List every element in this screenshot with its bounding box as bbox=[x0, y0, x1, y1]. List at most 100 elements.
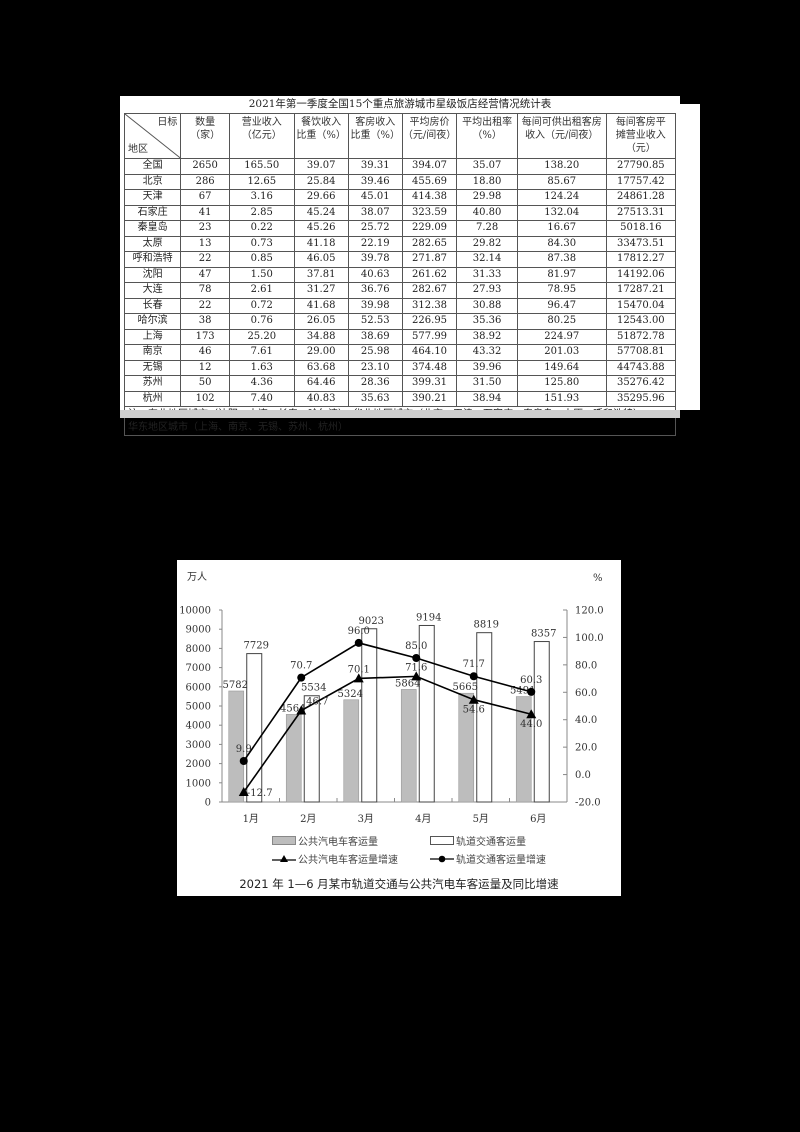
value-cell: 15470.04 bbox=[605, 297, 677, 314]
legend-label: 公共汽电车客运量 bbox=[298, 837, 378, 848]
value-cell: 27.93 bbox=[456, 282, 518, 299]
bus-volume-label: 5491 bbox=[510, 686, 535, 697]
left-axis-tick-label: 4000 bbox=[186, 721, 211, 732]
column-header-line: （亿元） bbox=[241, 130, 282, 141]
value-cell: 84.30 bbox=[516, 235, 607, 252]
value-cell: 39.31 bbox=[347, 158, 403, 175]
value-cell: 50 bbox=[180, 375, 230, 392]
diagonal-line bbox=[125, 114, 181, 158]
bus-growth-marker bbox=[411, 671, 422, 681]
value-cell: 45.24 bbox=[293, 204, 349, 221]
value-cell: 286 bbox=[180, 173, 230, 190]
legend-rail-growth: 轨道交通客运量增速 bbox=[430, 851, 546, 866]
value-cell: 455.69 bbox=[401, 173, 458, 190]
value-cell: 25.20 bbox=[228, 328, 295, 345]
right-axis-tick-label: 80.0 bbox=[575, 660, 597, 671]
region-cell: 呼和浩特 bbox=[123, 251, 182, 268]
legend-bus-volume: 公共汽电车客运量 bbox=[272, 833, 378, 848]
value-cell: 23.10 bbox=[347, 359, 403, 376]
value-cell: 27790.85 bbox=[605, 158, 677, 175]
rail-volume-bar bbox=[303, 695, 320, 803]
right-axis-tick-label: 0.0 bbox=[575, 770, 591, 781]
left-axis-tick-label: 8000 bbox=[186, 644, 211, 655]
region-cell: 天津 bbox=[123, 189, 182, 206]
value-cell: 38 bbox=[180, 313, 230, 330]
region-cell: 石家庄 bbox=[123, 204, 182, 221]
value-cell: 1.50 bbox=[228, 266, 295, 283]
value-cell: 38.94 bbox=[456, 390, 518, 407]
table-row: 呼和浩特 22 0.85 46.05 39.78 271.87 32.14 87.38 1781… bbox=[123, 251, 677, 268]
value-cell: 12.65 bbox=[228, 173, 295, 190]
value-cell: 39.07 bbox=[293, 158, 349, 175]
value-cell: 282.67 bbox=[401, 282, 458, 299]
column-header-line: 比重（%） bbox=[350, 130, 400, 141]
bus-growth-label: 71.6 bbox=[405, 662, 427, 673]
hotel-stats-table: 日标 地区 数量 （家） 营业收入 （亿元） 餐饮收入 比重（%） 客房收入 比重（%）… bbox=[123, 113, 677, 436]
table-row: 南京 46 7.61 29.00 25.98 464.10 43.32 201.03 57708… bbox=[123, 344, 677, 361]
value-cell: 151.93 bbox=[516, 390, 607, 407]
value-cell: 63.68 bbox=[293, 359, 349, 376]
rail-growth-label: 85.0 bbox=[405, 641, 427, 652]
right-axis-unit: % bbox=[593, 573, 603, 584]
value-cell: 41 bbox=[180, 204, 230, 221]
gray-bar-swatch-icon bbox=[272, 836, 296, 845]
right-axis-tick-label: 40.0 bbox=[575, 715, 597, 726]
value-cell: 29.00 bbox=[293, 344, 349, 361]
value-cell: 40.80 bbox=[456, 204, 518, 221]
bus-volume-bar bbox=[400, 689, 417, 803]
right-axis-tick-label: 20.0 bbox=[575, 743, 597, 754]
value-cell: 1.63 bbox=[228, 359, 295, 376]
value-cell: 7.28 bbox=[456, 220, 518, 237]
value-cell: 87.38 bbox=[516, 251, 607, 268]
rail-volume-bar bbox=[361, 628, 378, 803]
left-axis-tick-label: 0 bbox=[205, 798, 211, 809]
table-row: 上海 173 25.20 34.88 38.69 577.99 38.92 224.97 518… bbox=[123, 328, 677, 345]
value-cell: 29.98 bbox=[456, 189, 518, 206]
bus-growth-marker bbox=[526, 709, 537, 719]
value-cell: 39.46 bbox=[347, 173, 403, 190]
bus-volume-label: 5782 bbox=[223, 680, 248, 691]
value-cell: 224.97 bbox=[516, 328, 607, 345]
bus-growth-marker bbox=[238, 786, 249, 796]
bus-growth-line bbox=[243, 675, 532, 793]
value-cell: 5018.16 bbox=[605, 220, 677, 237]
left-axis-tick-label: 5000 bbox=[186, 702, 211, 713]
rail-growth-label: 9.9 bbox=[236, 744, 252, 755]
bus-growth-label: 44.0 bbox=[520, 719, 542, 730]
region-cell: 哈尔滨 bbox=[123, 313, 182, 330]
table-row: 天津 67 3.16 29.66 45.01 414.38 29.98 124.24 24861… bbox=[123, 189, 677, 206]
value-cell: 35276.42 bbox=[605, 375, 677, 392]
value-cell: 40.83 bbox=[293, 390, 349, 407]
column-header: 每间可供出租客房 收入（元/间夜） bbox=[516, 113, 607, 159]
value-cell: 51872.78 bbox=[605, 328, 677, 345]
table-panel-edge bbox=[680, 104, 700, 410]
bus-growth-label: -12.7 bbox=[247, 788, 273, 799]
value-cell: 132.04 bbox=[516, 204, 607, 221]
bus-volume-bar bbox=[228, 690, 245, 803]
value-cell: 78 bbox=[180, 282, 230, 299]
rail-volume-label: 7729 bbox=[244, 641, 269, 652]
value-cell: 17287.21 bbox=[605, 282, 677, 299]
right-axis-tick-label: 60.0 bbox=[575, 688, 597, 699]
column-header-line: 收入（元/间夜） bbox=[525, 130, 599, 141]
column-header: 平均出租率 （%） bbox=[456, 113, 518, 159]
chart-caption: 2021 年 1—6 月某市轨道交通与公共汽电车客运量及同比增速 bbox=[239, 877, 559, 891]
rail-volume-label: 8357 bbox=[531, 629, 556, 640]
left-axis-tick-label: 1000 bbox=[186, 778, 211, 789]
column-header-line: 摊营业收入 bbox=[615, 130, 666, 141]
column-header-line: 餐饮收入 bbox=[301, 117, 342, 128]
region-cell: 无锡 bbox=[123, 359, 182, 376]
value-cell: 45.01 bbox=[347, 189, 403, 206]
table-row: 全国 2650 165.50 39.07 39.31 394.07 35.07 138.20 2… bbox=[123, 158, 677, 175]
triangle-line-marker-icon bbox=[272, 854, 296, 862]
value-cell: 261.62 bbox=[401, 266, 458, 283]
value-cell: 39.78 bbox=[347, 251, 403, 268]
value-cell: 46.05 bbox=[293, 251, 349, 268]
rail-volume-label: 8819 bbox=[474, 620, 499, 631]
column-header: 每间客房平 摊营业收入 （元） bbox=[605, 113, 677, 159]
rail-growth-marker bbox=[527, 687, 536, 696]
rail-volume-label: 9194 bbox=[416, 612, 441, 623]
table-title: 2021年第一季度全国15个重点旅游城市星级饭店经营情况统计表 bbox=[248, 98, 552, 110]
value-cell: 323.59 bbox=[401, 204, 458, 221]
value-cell: 165.50 bbox=[228, 158, 295, 175]
